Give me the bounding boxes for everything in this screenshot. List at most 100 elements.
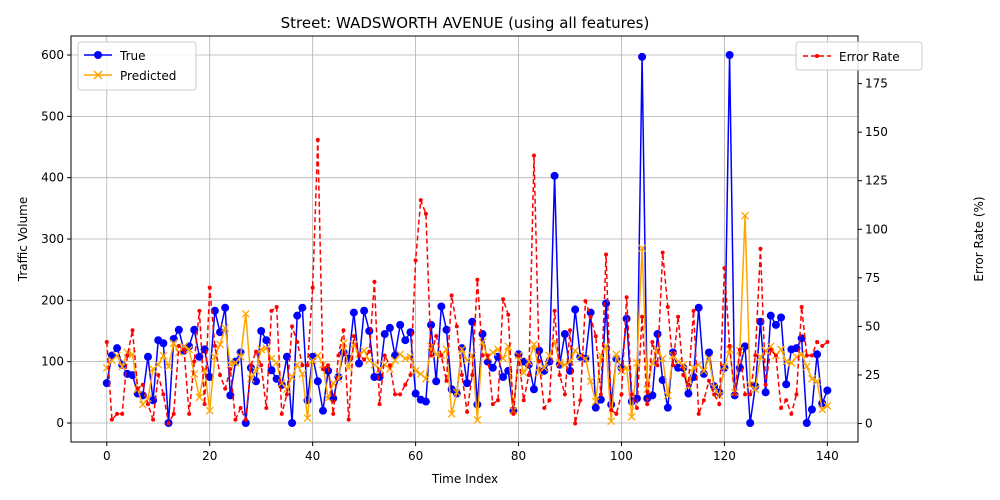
- y2-tick-label: 125: [865, 174, 888, 188]
- predicted-point: [617, 366, 626, 375]
- error-point: [537, 359, 542, 364]
- error-point: [418, 198, 423, 203]
- true-point: [432, 377, 441, 386]
- error-point: [197, 308, 202, 313]
- error-point: [331, 411, 336, 416]
- predicted-point: [421, 374, 430, 383]
- legend-right: Error Rate: [795, 41, 923, 71]
- predicted-point: [313, 351, 322, 360]
- error-point: [552, 308, 557, 313]
- error-point: [377, 402, 382, 407]
- predicted-point: [596, 351, 605, 360]
- true-point: [761, 388, 770, 397]
- predicted-point: [164, 362, 173, 371]
- error-point: [115, 411, 120, 416]
- y2-tick-label: 50: [865, 319, 880, 333]
- error-point: [212, 343, 217, 348]
- predicted-point: [699, 366, 708, 375]
- error-point: [423, 211, 428, 216]
- predicted-point: [180, 342, 188, 351]
- true-point: [771, 320, 780, 329]
- error-point: [562, 392, 567, 397]
- y-tick-label: 200: [41, 293, 64, 307]
- true-point: [591, 403, 600, 412]
- error-point: [521, 398, 526, 403]
- error-point: [660, 250, 665, 255]
- legend-left-box: [77, 41, 197, 91]
- error-point: [171, 411, 176, 416]
- predicted-point: [113, 351, 122, 360]
- error-point: [670, 363, 675, 368]
- predicted-point: [607, 417, 616, 426]
- true-point: [653, 330, 662, 339]
- error-point: [825, 339, 830, 344]
- predicted-point: [231, 358, 240, 367]
- error-point: [773, 353, 778, 358]
- predicted-point: [488, 348, 497, 357]
- true-point: [823, 386, 832, 395]
- error-point: [732, 392, 737, 397]
- error-point: [645, 402, 650, 407]
- error-point: [665, 304, 670, 309]
- true-point: [375, 372, 384, 381]
- error-point: [706, 378, 711, 383]
- true-point: [205, 372, 214, 381]
- true-point: [241, 418, 250, 427]
- error-point: [279, 411, 284, 416]
- x-tick-label: 120: [713, 449, 736, 463]
- error-point: [367, 349, 372, 354]
- true-point: [499, 372, 508, 381]
- error-point: [619, 392, 624, 397]
- error-point: [125, 353, 130, 358]
- error-point: [609, 407, 614, 412]
- predicted-point: [246, 374, 255, 383]
- error-point: [480, 353, 485, 358]
- error-point: [140, 382, 145, 387]
- true-point: [560, 330, 569, 339]
- error-point: [398, 392, 403, 397]
- y2-tick-label: 75: [865, 271, 880, 285]
- error-point: [495, 398, 500, 403]
- true-point: [411, 389, 420, 398]
- true-point: [684, 389, 693, 398]
- error-point: [109, 417, 114, 422]
- error-point: [156, 372, 161, 377]
- predicted-point: [473, 415, 482, 424]
- error-point: [166, 421, 171, 426]
- error-point: [676, 314, 681, 319]
- true-point: [313, 377, 322, 386]
- error-point: [274, 304, 279, 309]
- true-point: [437, 302, 446, 311]
- predicted-point: [787, 358, 796, 367]
- y2-tick-label: 175: [865, 77, 888, 91]
- predicted-point: [504, 342, 513, 351]
- error-point: [238, 406, 243, 411]
- true-point: [813, 350, 822, 359]
- error-point: [459, 372, 464, 377]
- error-point: [727, 343, 732, 348]
- legend-error-label: Error Rate: [839, 50, 900, 64]
- error-point: [593, 334, 598, 339]
- predicted-point: [360, 346, 369, 355]
- error-point: [820, 343, 825, 348]
- predicted-point: [406, 352, 415, 361]
- predicted-point: [612, 350, 621, 359]
- error-point: [640, 314, 645, 319]
- true-point: [427, 320, 436, 329]
- true-point: [468, 317, 477, 326]
- error-point: [691, 308, 696, 313]
- true-point: [113, 344, 122, 353]
- predicted-point: [195, 393, 204, 402]
- error-point: [187, 411, 192, 416]
- true-point: [807, 405, 816, 414]
- x-tick-label: 40: [305, 449, 320, 463]
- x-tick-label: 0: [103, 449, 111, 463]
- error-point: [784, 398, 789, 403]
- true-point: [401, 336, 410, 345]
- error-point: [809, 353, 814, 358]
- series-error-rate: [104, 137, 830, 426]
- x-tick-label: 140: [816, 449, 839, 463]
- true-point: [262, 336, 271, 345]
- predicted-point: [802, 362, 811, 371]
- error-point: [696, 411, 701, 416]
